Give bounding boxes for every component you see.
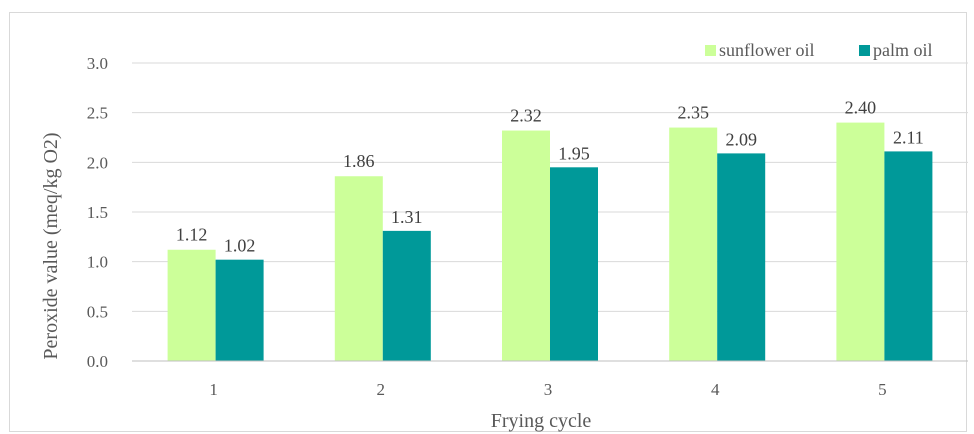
- y-tick-label: 2.5: [87, 104, 108, 123]
- legend-label-palm-oil: palm oil: [873, 40, 933, 60]
- data-label: 1.95: [558, 143, 590, 163]
- bar-sunflower-oil-5: [836, 122, 885, 361]
- y-axis-ticks: 0.0 0.5 1.0 1.5 2.0 2.5 3.0: [87, 54, 108, 371]
- data-label: 1.12: [176, 225, 208, 245]
- data-label: 2.35: [677, 103, 709, 123]
- bar-palm-oil-1: [215, 259, 264, 361]
- legend-label-sunflower-oil: sunflower oil: [719, 40, 814, 60]
- chart-area: [9, 12, 967, 432]
- y-tick-label: 2.0: [87, 153, 108, 172]
- x-tick-label: 2: [377, 380, 386, 399]
- legend-swatch-palm-oil: [859, 45, 870, 56]
- y-tick-label: 3.0: [87, 54, 108, 73]
- x-tick-label: 5: [878, 380, 887, 399]
- x-tick-label: 4: [711, 380, 720, 399]
- x-tick-label: 3: [544, 380, 553, 399]
- data-label: 1.86: [343, 151, 375, 171]
- legend-swatch-sunflower-oil: [705, 45, 716, 56]
- y-tick-label: 1.5: [87, 203, 108, 222]
- y-tick-label: 1.0: [87, 253, 108, 272]
- x-tick-label: 1: [209, 380, 218, 399]
- x-axis-ticks: 1 2 3 4 5: [209, 380, 886, 399]
- data-label: 1.31: [391, 207, 423, 227]
- gridlines: [132, 62, 968, 312]
- bar-palm-oil-5: [884, 151, 933, 361]
- bar-sunflower-oil-2: [334, 176, 383, 361]
- bar-sunflower-oil-1: [167, 249, 216, 361]
- data-label: 2.40: [845, 98, 877, 118]
- bar-palm-oil-4: [717, 153, 766, 361]
- bar-palm-oil-2: [382, 230, 431, 361]
- bar-sunflower-oil-3: [502, 130, 550, 361]
- y-tick-label: 0.5: [87, 302, 108, 321]
- x-axis-title: Frying cycle: [491, 410, 592, 432]
- y-axis-title: Peroxide value (meq/kg O2): [40, 132, 62, 359]
- data-label: 2.09: [725, 129, 757, 149]
- bar-sunflower-oil-4: [669, 127, 718, 361]
- y-tick-label: 0.0: [87, 352, 108, 371]
- legend: sunflower oil palm oil: [705, 40, 933, 60]
- data-label: 2.32: [510, 106, 542, 126]
- bar-palm-oil-3: [550, 167, 598, 361]
- bars: [167, 122, 933, 361]
- data-labels: 1.12 1.02 1.86 1.31 2.32 1.95 2.35 2.09 2.40 2.11: [176, 98, 924, 256]
- data-label: 2.11: [893, 127, 924, 147]
- data-label: 1.02: [224, 236, 256, 256]
